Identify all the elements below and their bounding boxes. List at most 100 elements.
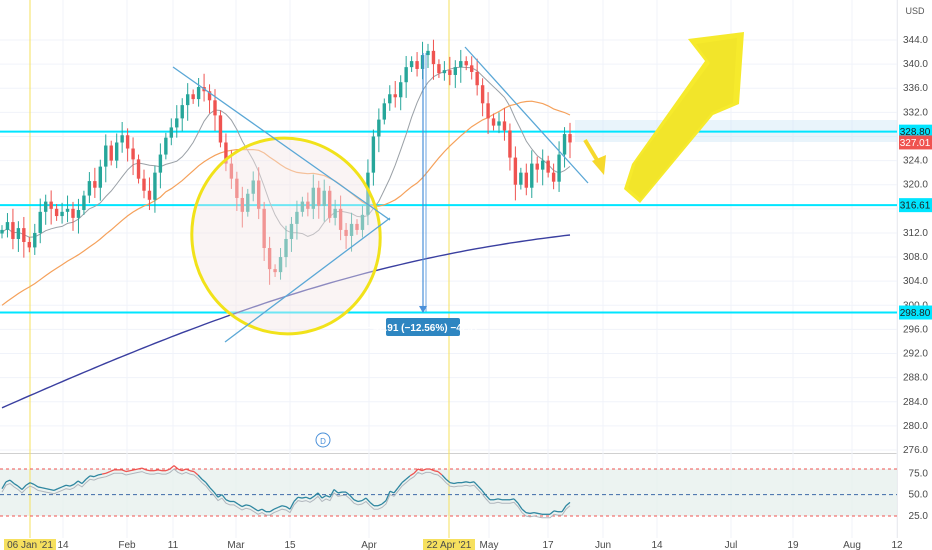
candle[interactable] xyxy=(497,112,501,134)
candle[interactable] xyxy=(311,174,316,220)
candle[interactable] xyxy=(114,133,119,169)
candle[interactable] xyxy=(43,194,48,225)
candle[interactable] xyxy=(409,56,414,72)
candle[interactable] xyxy=(153,165,157,213)
candle[interactable] xyxy=(82,190,86,215)
candle[interactable] xyxy=(349,212,354,252)
drawing-annotations[interactable] xyxy=(172,46,589,351)
candle[interactable] xyxy=(262,201,266,261)
candle[interactable] xyxy=(284,225,288,268)
candle[interactable] xyxy=(338,195,343,241)
candle[interactable] xyxy=(235,171,239,211)
candle[interactable] xyxy=(87,172,92,204)
candle[interactable] xyxy=(256,167,261,220)
price-axis[interactable]: 344.0340.0336.0332.0328.0324.0320.0316.0… xyxy=(898,0,932,538)
candle[interactable] xyxy=(295,200,299,240)
candle[interactable] xyxy=(33,223,37,255)
candle[interactable] xyxy=(191,89,195,104)
candle[interactable] xyxy=(224,133,228,172)
candle[interactable] xyxy=(551,163,556,190)
candle[interactable] xyxy=(469,56,474,80)
candle[interactable] xyxy=(38,198,42,244)
candle[interactable] xyxy=(562,127,567,168)
candle[interactable] xyxy=(164,132,168,160)
candle[interactable] xyxy=(491,113,496,131)
candle[interactable] xyxy=(207,84,212,114)
candle[interactable] xyxy=(317,180,321,219)
candle[interactable] xyxy=(557,141,561,192)
candle[interactable] xyxy=(16,221,21,252)
candle[interactable] xyxy=(267,236,272,285)
candle[interactable] xyxy=(535,156,539,183)
candle[interactable] xyxy=(459,49,463,83)
candle[interactable] xyxy=(104,134,108,183)
candle[interactable] xyxy=(125,128,130,162)
candle[interactable] xyxy=(437,59,441,78)
candle[interactable] xyxy=(344,222,348,249)
candle[interactable] xyxy=(426,43,430,69)
candle[interactable] xyxy=(333,199,337,226)
candle[interactable] xyxy=(49,190,53,225)
candle[interactable] xyxy=(175,105,179,138)
candle[interactable] xyxy=(508,123,512,171)
candle[interactable] xyxy=(289,216,294,252)
candle[interactable] xyxy=(60,202,64,224)
candle[interactable] xyxy=(76,198,81,234)
candle[interactable] xyxy=(475,58,479,96)
candle[interactable] xyxy=(360,205,365,238)
candle[interactable] xyxy=(546,155,550,178)
candle[interactable] xyxy=(246,188,250,217)
candle[interactable] xyxy=(120,122,124,153)
candle[interactable] xyxy=(142,169,146,199)
candle[interactable] xyxy=(442,61,447,81)
candle[interactable] xyxy=(278,248,283,280)
candle[interactable] xyxy=(464,56,468,71)
candle[interactable] xyxy=(377,108,381,153)
candle[interactable] xyxy=(519,167,523,190)
candle[interactable] xyxy=(300,196,305,217)
time-axis[interactable]: 06 Jan '21 14 Feb 11 Mar 15 Apr 22 Apr '21 May 17… xyxy=(0,538,932,550)
candle[interactable] xyxy=(0,225,4,239)
candle[interactable] xyxy=(196,77,201,107)
candle[interactable] xyxy=(540,149,545,186)
candle[interactable] xyxy=(524,163,529,196)
candle[interactable] xyxy=(11,208,15,250)
candle[interactable] xyxy=(5,213,10,238)
candle[interactable] xyxy=(568,122,572,159)
candle[interactable] xyxy=(322,179,326,222)
candle[interactable] xyxy=(54,204,59,221)
candle[interactable] xyxy=(371,129,376,186)
candle[interactable] xyxy=(415,52,419,77)
candle[interactable] xyxy=(398,75,403,111)
candle[interactable] xyxy=(218,110,223,148)
candle[interactable] xyxy=(306,192,310,217)
candle[interactable] xyxy=(185,83,190,121)
candle[interactable] xyxy=(453,60,458,88)
dividend-marker[interactable]: D xyxy=(315,432,331,448)
candle[interactable] xyxy=(327,185,332,223)
candle[interactable] xyxy=(388,85,392,111)
candle[interactable] xyxy=(136,154,141,184)
candle[interactable] xyxy=(530,150,534,198)
candle[interactable] xyxy=(131,137,135,176)
candle[interactable] xyxy=(404,55,408,98)
candle[interactable] xyxy=(486,92,490,135)
candle[interactable] xyxy=(93,167,97,198)
candle[interactable] xyxy=(158,143,163,189)
candle[interactable] xyxy=(27,237,32,253)
candle[interactable] xyxy=(109,140,113,166)
candle[interactable] xyxy=(240,186,245,228)
candle[interactable] xyxy=(147,177,152,211)
candle[interactable] xyxy=(65,195,70,223)
candle[interactable] xyxy=(22,216,26,258)
candle[interactable] xyxy=(71,201,75,231)
candle[interactable] xyxy=(382,98,387,125)
candle[interactable] xyxy=(355,219,359,235)
candle[interactable] xyxy=(431,39,436,80)
candle[interactable] xyxy=(169,118,174,146)
candle[interactable] xyxy=(502,108,507,141)
candle[interactable] xyxy=(448,56,452,86)
candle[interactable] xyxy=(273,264,277,277)
candle[interactable] xyxy=(480,78,485,117)
